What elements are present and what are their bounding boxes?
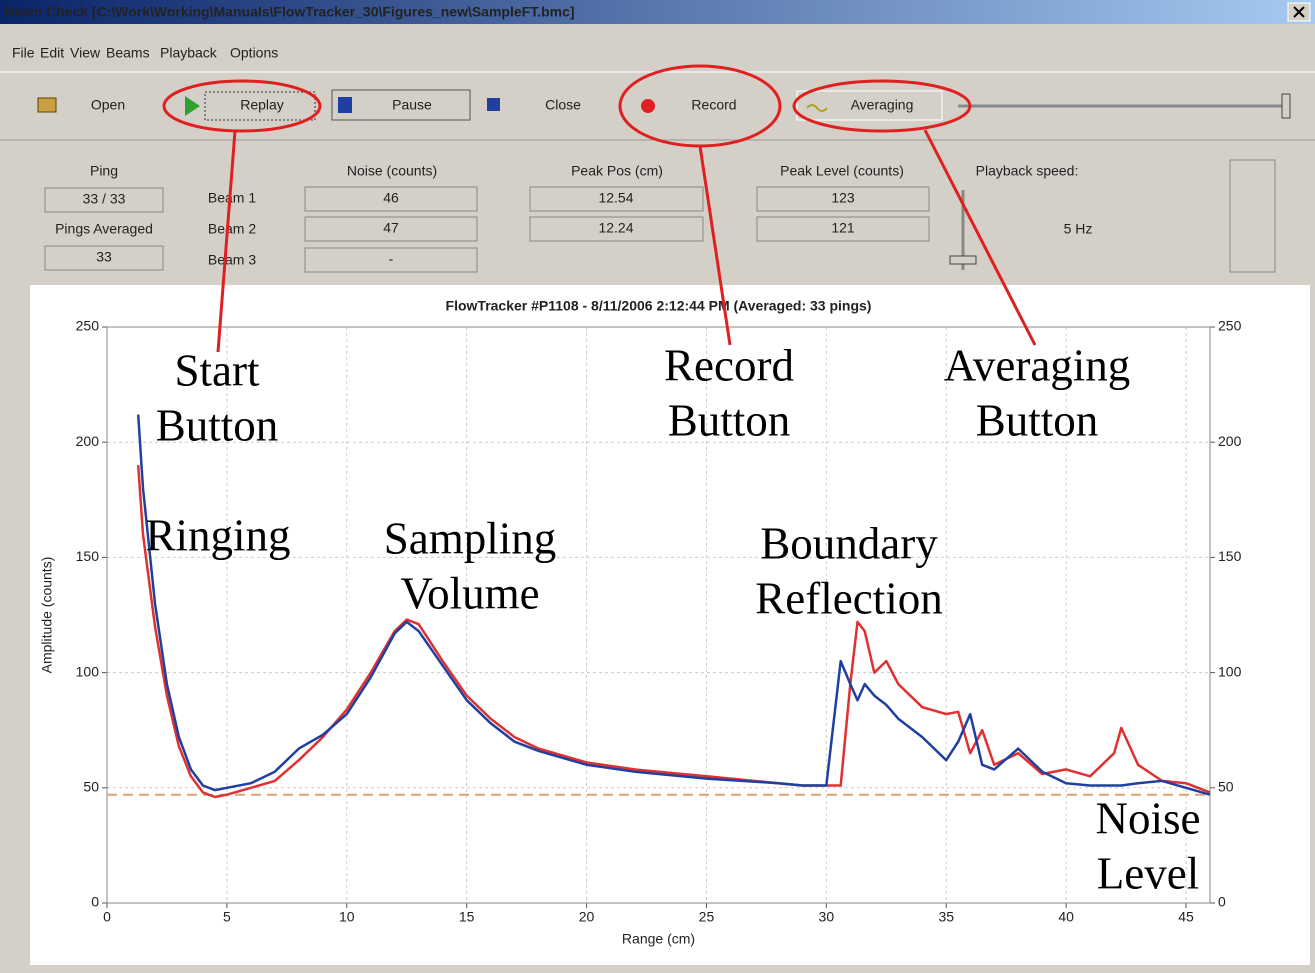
annotation: Noise <box>1096 793 1201 843</box>
overlay: StartButtonRecordButtonAveragingButtonRi… <box>145 64 1201 898</box>
annotation: Ringing <box>145 510 290 560</box>
column-header: Peak Level (counts) <box>780 163 904 179</box>
menu-item: View <box>70 45 101 61</box>
peak-level-value: 123 <box>831 190 855 206</box>
title-bar <box>0 0 1315 24</box>
annotation: Record <box>664 340 794 390</box>
y2-tick-label: 100 <box>1218 663 1242 679</box>
callout-line <box>923 129 1037 346</box>
open-label: Open <box>91 97 125 113</box>
y-tick-label: 200 <box>76 433 100 449</box>
pings-averaged-label: Pings Averaged <box>55 221 153 237</box>
peak-pos-value: 12.54 <box>598 190 633 206</box>
plot-frame <box>106 326 1211 904</box>
x-tick-label: 15 <box>459 909 475 925</box>
annotation: Sampling <box>384 513 557 563</box>
y2-tick-label: 0 <box>1218 894 1226 910</box>
y-tick-label: 0 <box>91 894 99 910</box>
y2-tick-label: 50 <box>1218 779 1234 795</box>
x-tick-label: 40 <box>1058 909 1074 925</box>
x-tick-label: 20 <box>579 909 595 925</box>
annotation: Button <box>668 395 791 445</box>
annotation: Button <box>976 395 1099 445</box>
value-boxes <box>44 159 1276 273</box>
speed-thumb[interactable] <box>949 255 977 265</box>
peak-level-value: 121 <box>831 220 855 236</box>
menu-item: Options <box>230 45 278 61</box>
column-header: Noise (counts) <box>347 163 437 179</box>
close-glyph <box>1293 6 1305 18</box>
annotation: Boundary <box>760 518 938 568</box>
callout-ellipse <box>792 79 972 133</box>
playback-speed-value: 5 Hz <box>1064 221 1093 237</box>
noise-value: 47 <box>383 220 399 236</box>
open-icon <box>37 97 57 113</box>
pause-icon <box>338 97 352 113</box>
y-tick-label: 150 <box>76 548 100 564</box>
x-axis-label: Range (cm) <box>622 931 695 947</box>
menu-item: Edit <box>40 45 64 61</box>
annotation: Averaging <box>944 340 1131 390</box>
x-tick-label: 45 <box>1178 909 1194 925</box>
beam-label: Beam 1 <box>208 190 256 206</box>
averaging-label: Averaging <box>851 97 914 113</box>
pause-button[interactable] <box>331 89 471 121</box>
pause-label: Pause <box>392 97 432 113</box>
peak-pos-value: 12.24 <box>598 220 633 236</box>
column-header: Peak Pos (cm) <box>571 163 663 179</box>
chart-title: FlowTracker #P1108 - 8/11/2006 2:12:44 P… <box>446 298 872 314</box>
x-tick-label: 30 <box>819 909 835 925</box>
beam-label: Beam 3 <box>208 252 256 268</box>
window-title: Beam Check [C:\Work\Working\Manuals\Flow… <box>4 4 575 20</box>
y-tick-label: 100 <box>76 663 100 679</box>
annotation: Level <box>1097 848 1199 898</box>
annotation: Button <box>156 400 279 450</box>
playback-speed-label: Playback speed: <box>976 163 1079 179</box>
x-tick-label: 25 <box>699 909 715 925</box>
y2-tick-label: 150 <box>1218 548 1242 564</box>
averaging-icon <box>806 104 828 112</box>
menu-item: Beams <box>106 45 150 61</box>
annotation: Start <box>175 345 260 395</box>
averaging-button[interactable] <box>796 90 943 121</box>
close-label: Close <box>545 97 581 113</box>
x-tick-label: 35 <box>938 909 954 925</box>
beam-label: Beam 2 <box>208 221 256 237</box>
replay-button[interactable] <box>204 91 316 121</box>
ping-value: 33 / 33 <box>83 191 126 207</box>
annotation: Reflection <box>755 573 942 623</box>
x-tick-label: 5 <box>223 909 231 925</box>
noise-value: 46 <box>383 190 399 206</box>
y-tick-label: 250 <box>76 318 100 334</box>
replay-label: Replay <box>240 97 284 113</box>
y-tick-label: 50 <box>83 779 99 795</box>
callout-line <box>698 145 732 346</box>
menu-item: Playback <box>160 45 218 61</box>
close-icon <box>487 98 500 111</box>
y2-tick-label: 200 <box>1218 433 1242 449</box>
chart-area <box>30 285 1310 965</box>
y-axis-label: Amplitude (counts) <box>39 557 55 674</box>
ping-label: Ping <box>90 163 118 179</box>
noise-value: - <box>389 251 394 267</box>
record-icon <box>641 99 655 113</box>
annotation: Volume <box>400 568 539 618</box>
record-label: Record <box>691 97 736 113</box>
x-tick-label: 0 <box>103 909 111 925</box>
replay-icon <box>185 96 200 116</box>
y2-tick-label: 250 <box>1218 318 1242 334</box>
series-line <box>136 414 1211 796</box>
x-tick-label: 10 <box>339 909 355 925</box>
pings-averaged-value: 33 <box>96 249 112 265</box>
callout-line <box>216 130 237 353</box>
slider-thumb[interactable] <box>1281 93 1291 119</box>
menu-item: File <box>12 45 35 61</box>
callout-ellipse <box>162 79 322 133</box>
